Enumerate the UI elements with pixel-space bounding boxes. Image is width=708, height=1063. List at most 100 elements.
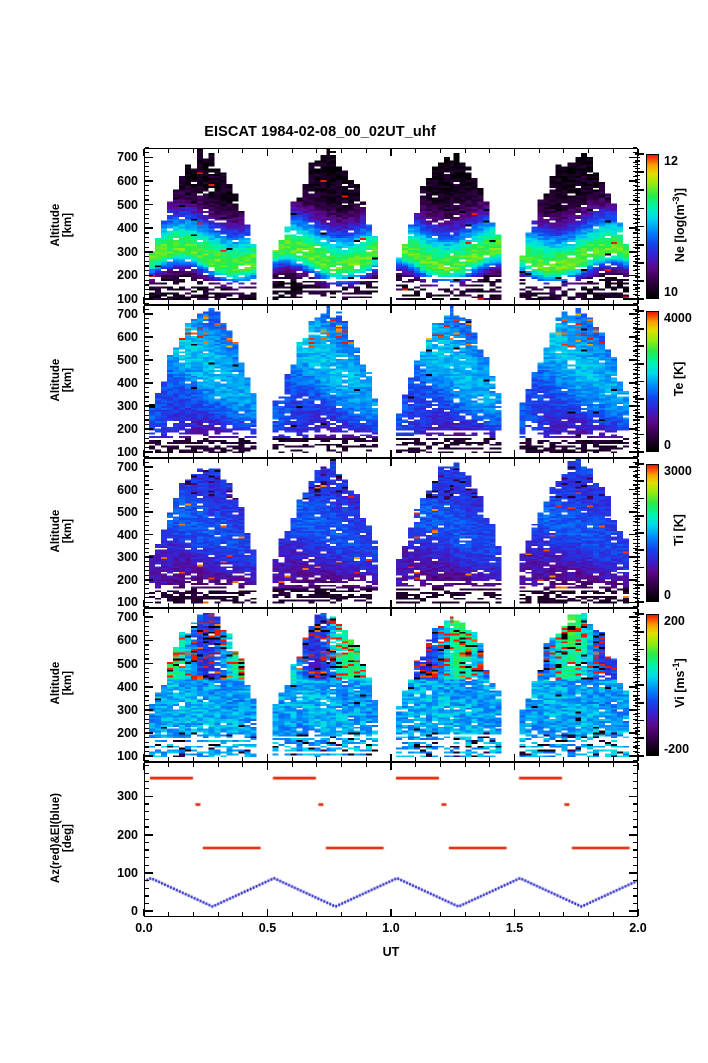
x-minor-tick	[192, 609, 194, 613]
colorbar-title-superscript: -1	[670, 662, 681, 671]
y-tick-label-te-4: 500	[117, 353, 138, 368]
colorbar-tick	[635, 394, 640, 396]
x-minor-tick	[464, 609, 466, 613]
colorbar-tick	[635, 741, 640, 743]
colorbar-tick	[635, 276, 640, 278]
x-minor-tick	[513, 603, 516, 607]
y-minor-tick	[633, 635, 637, 637]
y-minor-tick	[633, 625, 637, 628]
y-minor-tick	[145, 218, 149, 220]
x-minor-tick	[192, 603, 194, 607]
y-minor-tick	[145, 378, 149, 380]
y-axis-title-azel: Az(red)&El(blue) [deg]	[50, 763, 74, 913]
x-minor-tick	[143, 763, 145, 767]
y-tick-label-vi-4: 500	[117, 656, 138, 671]
y-minor-tick	[633, 437, 637, 440]
colorbar-tick	[635, 466, 640, 468]
y-axis-title-line1: Altitude	[49, 358, 62, 401]
x-minor-tick	[341, 609, 343, 613]
panel-azel	[144, 762, 638, 917]
colorbar-max-label-ti: 3000	[664, 464, 692, 478]
colorbar-max-label-ne: 12	[664, 154, 678, 168]
y-minor-tick	[145, 525, 149, 527]
y-minor-tick	[145, 451, 149, 453]
y-minor-tick	[145, 222, 149, 225]
y-minor-tick	[633, 653, 637, 655]
colorbar-min-label-te: 0	[664, 438, 671, 452]
y-minor-tick	[633, 880, 637, 882]
y-minor-tick	[145, 414, 149, 417]
x-minor-tick	[563, 300, 565, 304]
y-minor-tick	[145, 345, 149, 347]
x-tick-label-1: 0.5	[258, 921, 277, 935]
y-axis-title-line1: Altitude	[49, 661, 62, 705]
x-minor-tick	[316, 453, 318, 457]
y-minor-tick	[633, 872, 637, 874]
colorbar-min-label-ti: 0	[664, 588, 671, 602]
y-minor-tick	[145, 313, 149, 315]
y-minor-tick	[145, 887, 149, 889]
colorbar-tick	[635, 542, 640, 544]
colorbar-tick	[635, 709, 640, 711]
x-minor-tick	[464, 912, 466, 916]
y-minor-tick	[145, 772, 149, 775]
x-minor-tick	[538, 149, 540, 153]
x-minor-tick	[513, 300, 516, 304]
x-minor-tick	[563, 603, 565, 607]
y-minor-tick	[633, 161, 637, 163]
x-minor-tick	[538, 453, 540, 457]
colorbar-tick	[635, 433, 644, 436]
x-minor-tick	[168, 609, 170, 613]
colorbar-tick	[635, 240, 640, 242]
y-minor-tick	[633, 378, 637, 380]
y-minor-tick	[633, 502, 637, 504]
x-minor-tick	[464, 300, 466, 304]
y-minor-tick	[633, 621, 637, 623]
colorbar-te	[646, 311, 659, 452]
colorbar-tick	[635, 373, 640, 375]
colorbar-canvas-ne	[647, 155, 658, 298]
colorbar-tick	[635, 755, 644, 757]
y-minor-tick	[633, 795, 637, 798]
colorbar-tick	[635, 480, 644, 483]
panel-te	[144, 305, 638, 458]
colorbar-tick	[635, 272, 640, 274]
y-minor-tick	[633, 341, 637, 343]
y-minor-tick	[633, 849, 637, 851]
colorbar-tick	[635, 521, 640, 524]
y-minor-tick	[145, 359, 149, 361]
y-minor-tick	[145, 534, 149, 536]
x-minor-tick	[563, 459, 565, 463]
colorbar-tick	[635, 405, 640, 407]
colorbar-tick	[635, 726, 640, 728]
colorbar-tick	[635, 451, 644, 453]
y-minor-tick	[145, 484, 149, 486]
colorbar-tick	[635, 218, 640, 220]
y-minor-tick	[145, 718, 149, 720]
y-minor-tick	[633, 561, 637, 563]
y-minor-tick	[145, 401, 149, 403]
y-minor-tick	[145, 765, 149, 767]
y-tick-label-vi-1: 200	[117, 726, 138, 741]
y-minor-tick	[145, 529, 149, 531]
y-minor-tick	[633, 534, 637, 536]
y-minor-tick	[145, 309, 149, 311]
colorbar-max-label-vi: 200	[664, 614, 685, 628]
y-minor-tick	[633, 780, 637, 782]
x-minor-tick	[143, 453, 145, 457]
y-minor-tick	[145, 284, 149, 286]
colorbar-tick	[635, 613, 644, 615]
y-minor-tick	[145, 387, 149, 389]
y-minor-tick	[633, 750, 637, 753]
colorbar-tick	[635, 620, 640, 622]
x-minor-tick	[464, 603, 466, 607]
y-minor-tick	[633, 475, 637, 477]
x-minor-tick	[341, 912, 343, 916]
colorbar-title-tail: ]	[673, 658, 688, 663]
y-minor-tick	[145, 732, 149, 734]
x-minor-tick	[316, 149, 318, 153]
y-minor-tick	[633, 256, 637, 258]
x-minor-tick	[637, 453, 639, 457]
y-minor-tick	[145, 424, 149, 426]
y-minor-tick	[633, 293, 637, 295]
